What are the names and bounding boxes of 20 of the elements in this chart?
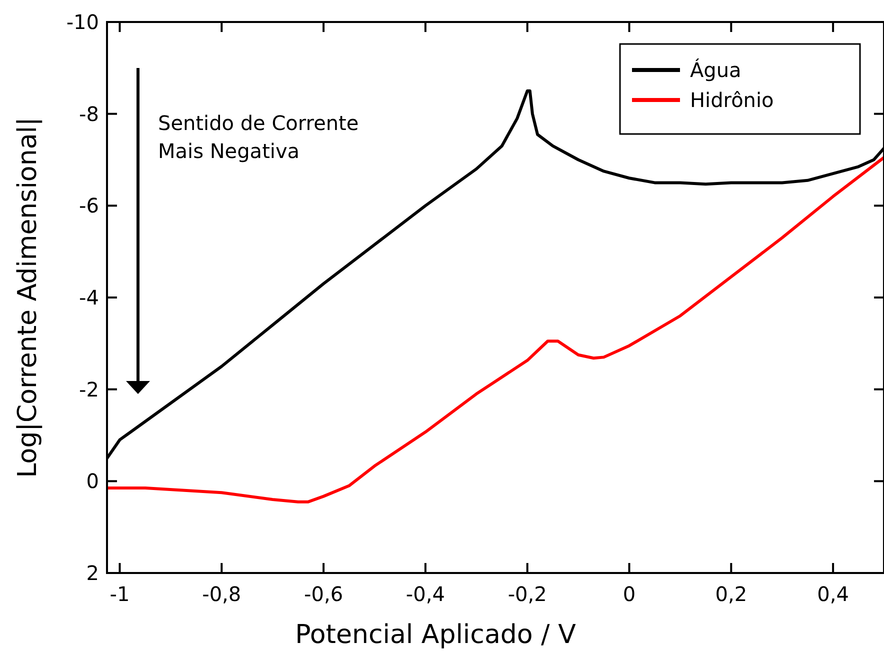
x-tick-label: 0,4 <box>817 582 849 606</box>
x-tick-label: 0 <box>622 582 636 606</box>
x-tick-label: -0,6 <box>304 582 344 606</box>
y-tick-label: 2 <box>86 561 99 585</box>
x-tick-label: 0,2 <box>715 582 748 606</box>
x-tick-label: -0,2 <box>508 582 547 606</box>
annotation: Sentido de Corrente Mais Negativa <box>158 111 359 163</box>
y-tick-label: -4 <box>79 286 99 310</box>
x-axis-title: Potencial Aplicado / V <box>295 620 576 650</box>
y-tick-label: -8 <box>79 102 99 126</box>
x-tick-label: -0,8 <box>202 582 242 606</box>
y-tick-label: -6 <box>79 194 99 218</box>
legend-label: Hidrônio <box>690 88 774 112</box>
y-axis-title: Log|Corrente Adimensional| <box>13 117 43 478</box>
y-tick-label: -2 <box>79 377 99 402</box>
y-tick-label: -10 <box>66 10 99 34</box>
legend-label: Água <box>690 58 742 82</box>
x-tick-label: -0,4 <box>406 582 445 606</box>
x-tick-label: -1 <box>110 582 130 606</box>
y-tick-label: 0 <box>86 469 99 494</box>
